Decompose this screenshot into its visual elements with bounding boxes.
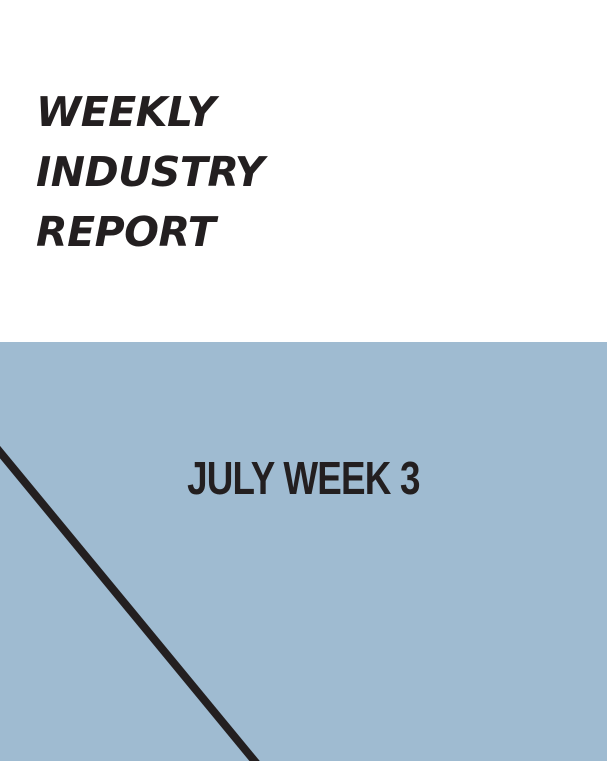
diagonal-line-graphic [0,445,260,761]
diagonal-line [0,445,260,761]
cover-bottom-section: JULY WEEK 3 [0,342,607,761]
title-line-3: REPORT [36,208,216,256]
title-line-1: WEEKLY [36,88,216,136]
cover-top-section: WEEKLY INDUSTRY REPORT [0,0,607,342]
report-subtitle: JULY WEEK 3 [0,448,607,508]
subtitle-text: JULY WEEK 3 [187,452,420,504]
report-title: WEEKLY INDUSTRY REPORT [36,82,264,262]
title-line-2: INDUSTRY [36,148,264,196]
